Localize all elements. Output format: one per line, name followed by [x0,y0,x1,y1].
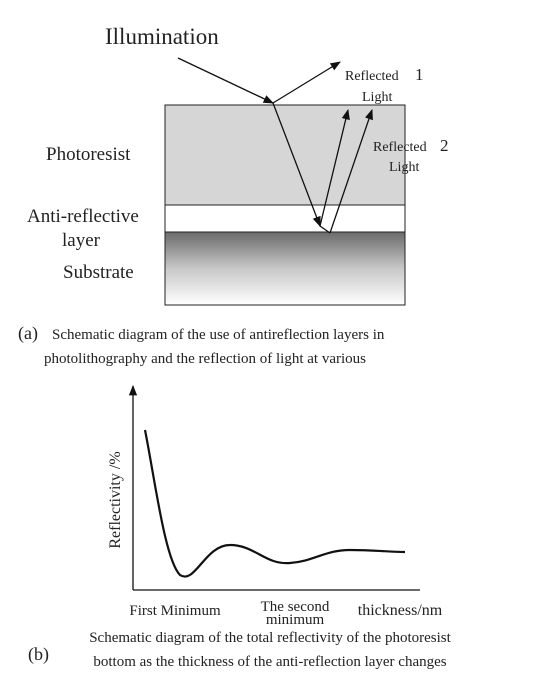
caption-tag: (a) [18,323,38,344]
reflected-number: 2 [440,136,449,155]
rays [177,57,373,234]
layer-label: Photoresist [46,144,131,165]
reflected-unit: Light [389,160,419,175]
x-axis-label: thickness/nm [358,602,443,619]
layer-label: Anti-reflective [27,206,139,227]
caption-line: photolithography and the reflection of l… [44,351,366,367]
x-label: First Minimum [129,603,221,619]
substrate-layer [164,231,406,306]
incident-ray [177,57,274,104]
arc-layer [164,204,406,233]
layer-label: layer [62,230,101,251]
reflected-unit: Light [362,90,392,105]
reflectivity-curve [143,429,406,578]
ray-segment [319,225,331,234]
reflected-ray-1b [319,108,350,227]
caption-line: bottom as the thickness of the anti-refl… [93,654,446,670]
y-axis-label: Reflectivity /% [107,451,124,548]
reflected-ray-2 [329,109,373,234]
illumination-label: Illumination [105,24,219,49]
caption-tag: (b) [28,644,49,665]
x-label: minimum [266,612,325,628]
photoresist-layer [164,104,406,206]
panel-a: Illumination Reflected 1 Light Reflected… [18,24,449,367]
reflected-label: Reflected [345,69,399,84]
caption-line: Schematic diagram of the use of antirefl… [52,327,385,343]
caption-line: Schematic diagram of the total reflectiv… [89,630,451,646]
layer-label: Substrate [63,262,134,283]
reflected-number: 1 [415,65,424,84]
panel-b: Reflectivity /% First Minimum The second… [28,384,452,670]
reflected-ray-1 [272,61,341,104]
x-label: The second [261,599,330,615]
reflected-label: Reflected [373,140,427,155]
refracted-ray [272,102,321,227]
